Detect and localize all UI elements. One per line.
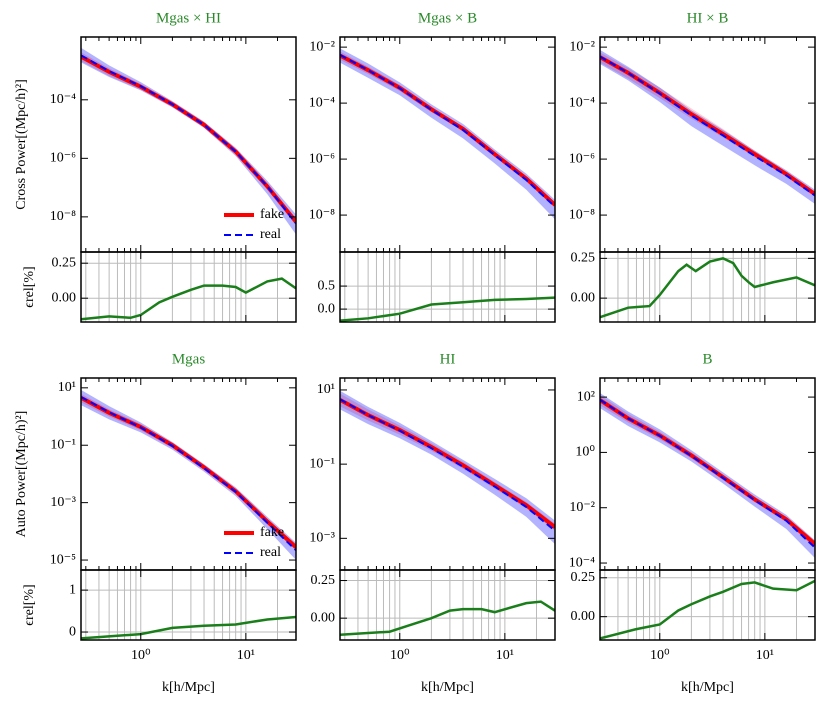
axes-frame xyxy=(80,377,297,571)
legend-label: real xyxy=(260,545,281,560)
line xyxy=(600,55,815,197)
y-tick-label: 10⁻⁸ xyxy=(309,207,335,222)
y-tick-label: 10⁻⁸ xyxy=(50,209,76,224)
y-tick-label: 0.25 xyxy=(571,570,596,585)
y-tick-label: 0 xyxy=(69,624,76,639)
residual-y-label: ϵrel[%] xyxy=(22,266,37,307)
axes-frame xyxy=(599,251,816,323)
y-tick-label: 10⁰ xyxy=(575,445,595,460)
y-tick-label: 10⁻⁶ xyxy=(569,151,595,166)
legend-label: fake xyxy=(260,525,284,540)
x-tick-label: 10¹ xyxy=(756,648,774,663)
y-tick-label: 0.5 xyxy=(318,278,336,293)
x-tick-label: 10⁰ xyxy=(650,648,670,663)
residual-line xyxy=(81,277,296,321)
y-tick-label: 1 xyxy=(69,582,76,597)
legend-label: fake xyxy=(260,207,284,222)
line xyxy=(81,396,296,551)
line xyxy=(600,398,815,549)
line xyxy=(81,54,296,224)
panel-title: B xyxy=(702,351,712,367)
x-axis-label: k[h/Mpc] xyxy=(421,680,474,695)
legend-label: real xyxy=(260,227,281,242)
y-tick-label: 0.25 xyxy=(311,573,336,588)
line xyxy=(340,398,555,532)
y-tick-label: 0.00 xyxy=(52,290,77,305)
y-tick-label: 0.00 xyxy=(311,610,336,625)
y-tick-label: 10⁻⁸ xyxy=(569,207,595,222)
y-tick-label: 10⁻³ xyxy=(309,531,335,546)
x-tick-label: 10¹ xyxy=(237,648,255,663)
residual-y-label: ϵrel[%] xyxy=(22,584,37,625)
axes-frame xyxy=(599,377,816,571)
panel-title: HI xyxy=(440,351,456,367)
axes-frame xyxy=(80,569,297,641)
y-tick-label: 0.25 xyxy=(52,255,77,270)
axes-frame xyxy=(339,569,556,641)
y-tick-label: 10⁻¹ xyxy=(50,437,76,452)
y-tick-label: 10⁻¹ xyxy=(309,456,335,471)
x-tick-label: 10⁰ xyxy=(131,648,151,663)
line xyxy=(340,53,555,208)
y-tick-label: 10¹ xyxy=(317,382,335,397)
band xyxy=(340,48,555,220)
y-tick-label: 10² xyxy=(577,389,595,404)
band xyxy=(340,390,555,545)
residual-line xyxy=(340,296,555,322)
axes-frame xyxy=(599,36,816,253)
axes-frame xyxy=(339,251,556,323)
y-tick-label: 10⁻³ xyxy=(50,495,76,510)
panel: HI × B 10⁻² 10⁻⁴ 10⁻⁶ 10⁻⁸ 0.25 0.00 xyxy=(569,10,816,323)
residual-line xyxy=(81,615,296,640)
line xyxy=(81,54,296,224)
axes-frame xyxy=(339,377,556,571)
residual-line xyxy=(600,579,815,640)
band xyxy=(81,389,296,561)
residual-line xyxy=(340,600,555,636)
y-tick-label: 10⁻⁶ xyxy=(309,151,335,166)
axes-frame xyxy=(599,569,816,641)
y-tick-label: 0.0 xyxy=(318,301,336,316)
residual-line xyxy=(600,257,815,319)
panel: Mgas 10¹ 10⁻¹ 10⁻³ 10⁻⁵ 1 0 10⁰ 10¹ Auto Power[(M… xyxy=(14,351,297,695)
x-axis-label: k[h/Mpc] xyxy=(162,680,215,695)
y-tick-label: 10⁻⁴ xyxy=(309,95,335,110)
panel: HI 10¹ 10⁻¹ 10⁻³ 0.25 0.00 10⁰ 10¹ k[h/Mpc] xyxy=(309,351,556,695)
x-axis-label: k[h/Mpc] xyxy=(681,680,734,695)
y-tick-label: 10⁻² xyxy=(569,500,595,515)
y-tick-label: 0.00 xyxy=(571,609,596,624)
y-tick-label: 10⁻⁴ xyxy=(569,555,595,570)
x-tick-label: 10⁰ xyxy=(390,648,410,663)
panel-title: Mgas × HI xyxy=(156,10,221,26)
y-tick-label: 0.00 xyxy=(571,290,596,305)
y-tick-label: 10¹ xyxy=(58,380,76,395)
y-tick-label: 10⁻⁵ xyxy=(50,552,76,567)
y-tick-label: 0.25 xyxy=(571,251,596,266)
panel: Mgas × HI 10⁻⁴ 10⁻⁶ 10⁻⁸ 0.25 0.00 Cross Power… xyxy=(14,10,297,323)
panel-title: HI × B xyxy=(687,10,729,26)
y-tick-label: 10⁻⁴ xyxy=(50,92,76,107)
y-tick-label: 10⁻⁶ xyxy=(50,151,76,166)
panel-title: Mgas × B xyxy=(418,10,477,26)
band xyxy=(600,49,815,204)
y-tick-label: 10⁻⁴ xyxy=(569,95,595,110)
band xyxy=(600,393,815,559)
y-tick-label: 10⁻² xyxy=(569,39,595,54)
panel: Mgas × B 10⁻² 10⁻⁴ 10⁻⁶ 10⁻⁸ 0.5 0.0 xyxy=(309,10,556,323)
panel-title: Mgas xyxy=(172,351,205,367)
y-axis-label: Cross Power[(Mpc/h)²] xyxy=(14,79,29,210)
y-tick-label: 10⁻² xyxy=(309,39,335,54)
x-tick-label: 10¹ xyxy=(496,648,514,663)
y-axis-label: Auto Power[(Mpc/h)²] xyxy=(14,411,29,538)
panel: B 10² 10⁰ 10⁻² 10⁻⁴0.25 0.00 10⁰ 10¹ k[h/Mpc] xyxy=(569,351,816,695)
axes-frame xyxy=(80,251,297,323)
